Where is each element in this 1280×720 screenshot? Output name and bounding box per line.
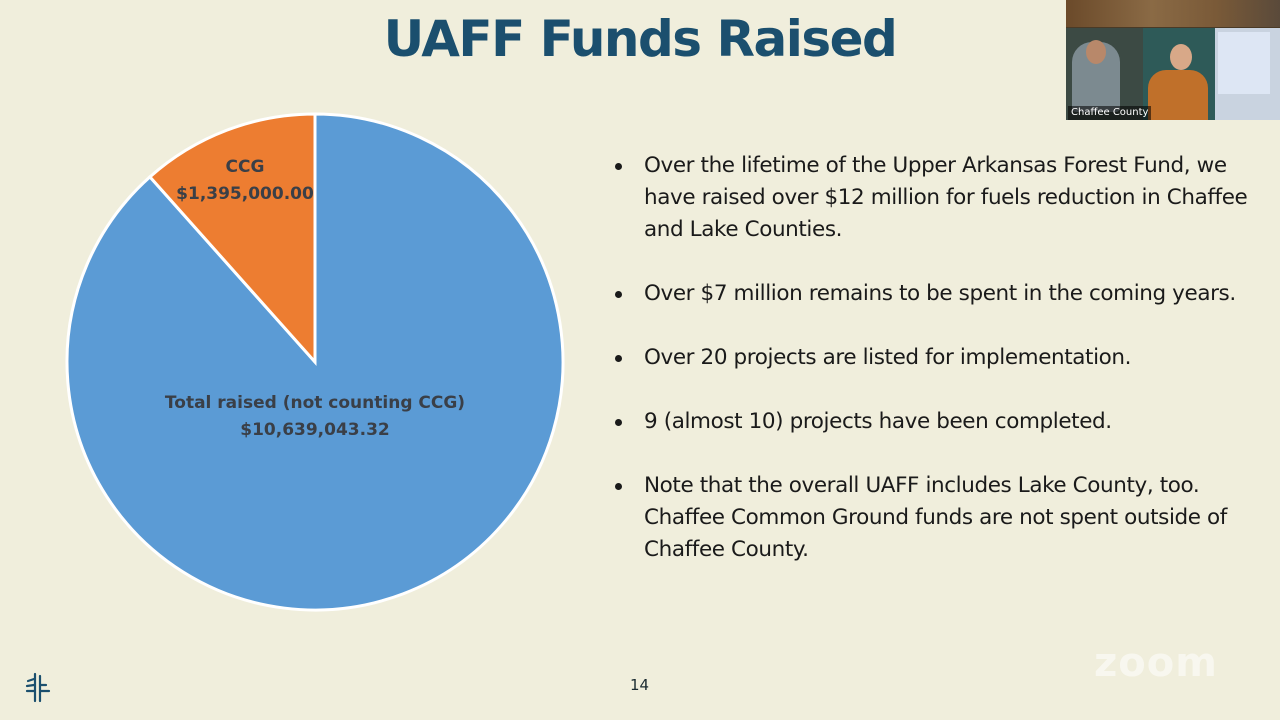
ccg-data-label: CCG $1,395,000.00	[165, 154, 325, 208]
video-person-1-head	[1086, 40, 1106, 64]
total-data-label: Total raised (not counting CCG) $10,639,…	[115, 390, 515, 444]
ccg-label-value: $1,395,000.00	[176, 184, 314, 204]
video-person-2-head	[1170, 44, 1192, 70]
pie-chart: CCG $1,395,000.00 Total raised (not coun…	[60, 108, 570, 618]
bullet-list: Over the lifetime of the Upper Arkansas …	[612, 150, 1272, 598]
participant-name-tag: Chaffee County	[1068, 106, 1152, 120]
tree-logo-icon	[25, 672, 51, 703]
zoom-watermark: zoom	[1094, 640, 1218, 686]
bullet-item: Over 20 projects are listed for implemen…	[612, 342, 1272, 374]
bullet-dot-icon	[615, 291, 622, 298]
video-person-2	[1148, 70, 1208, 120]
video-room-strip	[1066, 0, 1280, 27]
bullet-dot-icon	[615, 419, 622, 426]
bullet-dot-icon	[615, 355, 622, 362]
ccg-label-name: CCG	[225, 157, 265, 177]
bullet-dot-icon	[615, 163, 622, 170]
pie-slice-total-raised	[65, 112, 565, 612]
bullet-item: Over $7 million remains to be spent in t…	[612, 278, 1272, 310]
video-projector-screen	[1218, 32, 1270, 94]
total-label-value: $10,639,043.32	[240, 420, 390, 440]
total-label-name: Total raised (not counting CCG)	[164, 393, 466, 413]
bullet-item: Over the lifetime of the Upper Arkansas …	[612, 150, 1272, 246]
video-thumbnail[interactable]: Chaffee County	[1066, 0, 1280, 120]
page-number: 14	[630, 676, 650, 694]
bullet-item: Note that the overall UAFF includes Lake…	[612, 470, 1272, 566]
pie-slice-ccg	[147, 112, 317, 366]
slide-title: UAFF Funds Raised	[383, 10, 898, 68]
pie-chart-svg	[65, 112, 565, 612]
bullet-item: 9 (almost 10) projects have been complet…	[612, 406, 1272, 438]
bullet-dot-icon	[615, 483, 622, 490]
